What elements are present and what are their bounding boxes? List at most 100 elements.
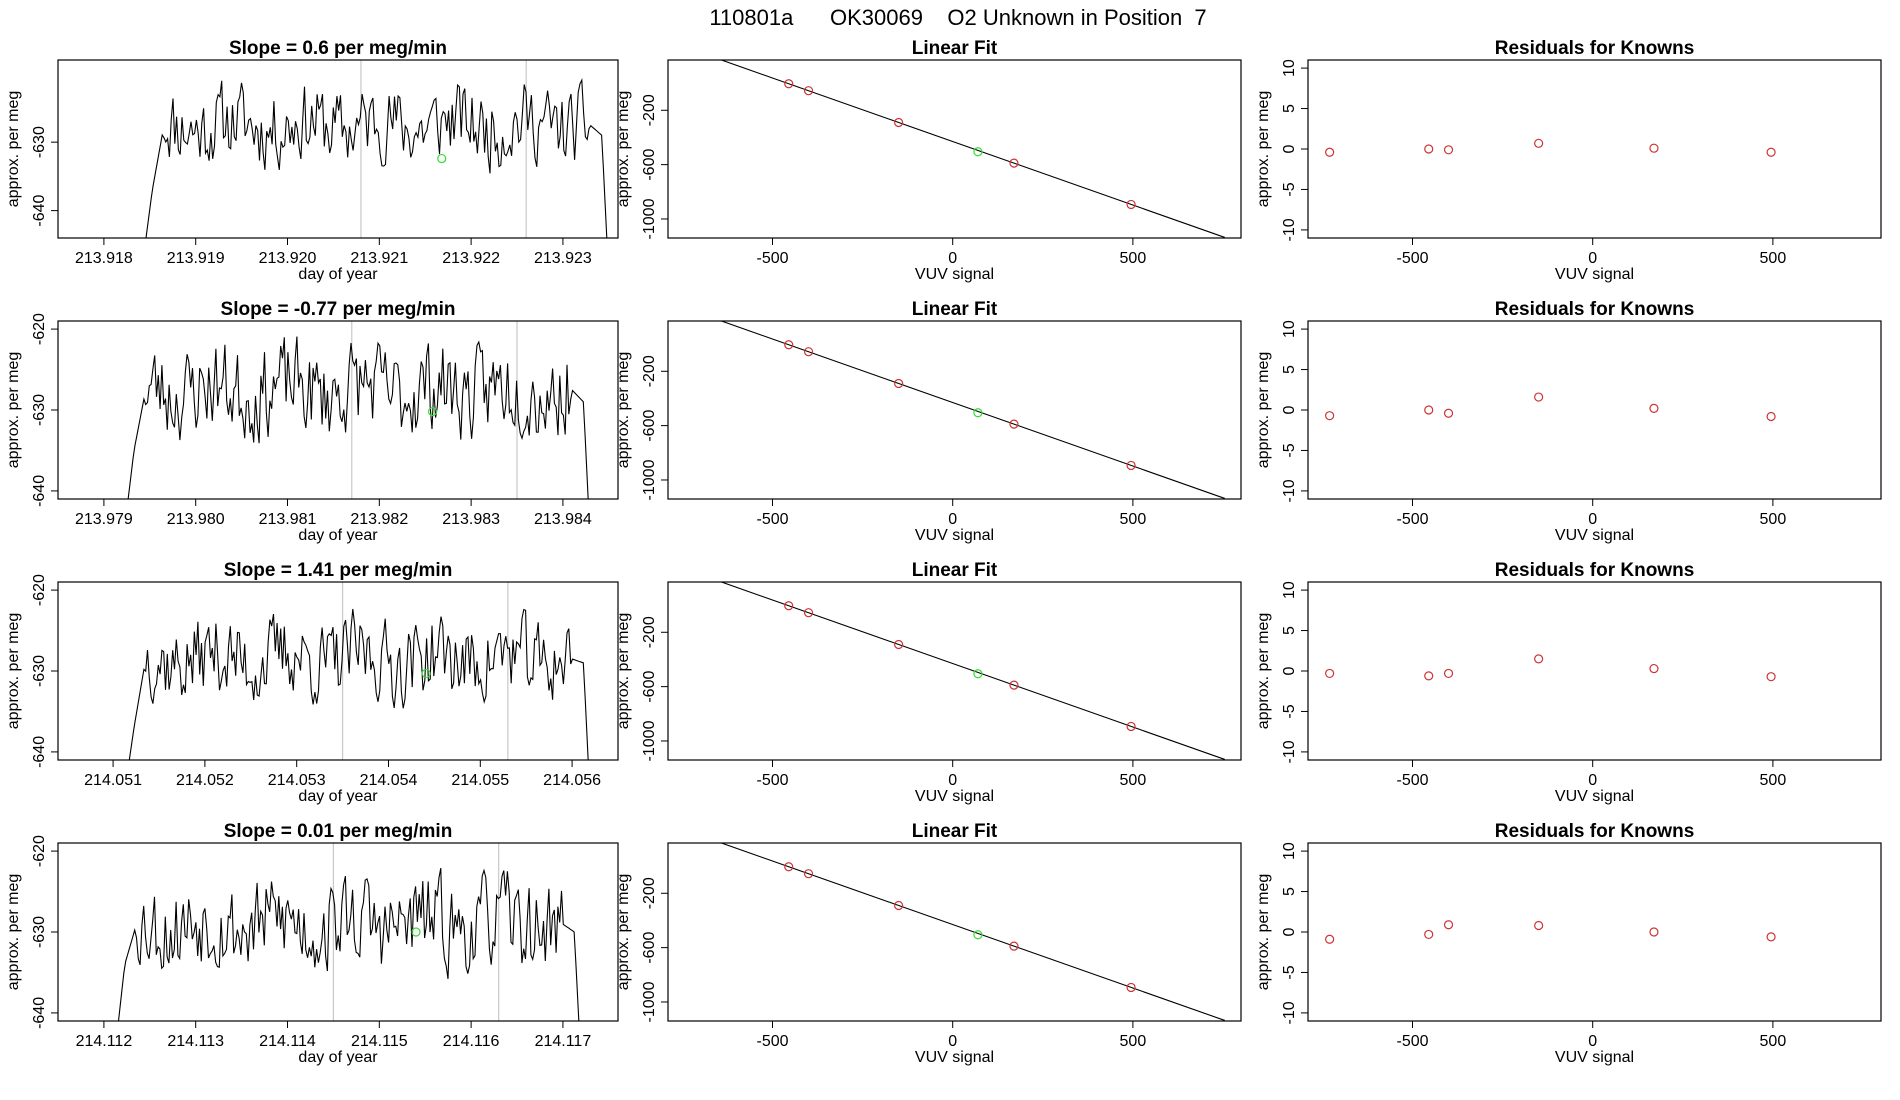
x-tick-label: -500 xyxy=(1396,1033,1428,1050)
x-tick-label: -500 xyxy=(756,1033,788,1050)
x-tick-label: 0 xyxy=(948,772,957,789)
y-tick-label: 5 xyxy=(1281,626,1298,635)
plot-area xyxy=(127,321,589,499)
panel-title: Slope = 0.01 per meg/min xyxy=(224,821,453,842)
plot-area xyxy=(117,843,580,1021)
plot-frame xyxy=(1307,59,1882,239)
series-trace-line xyxy=(117,867,580,1021)
x-tick-label: 213.922 xyxy=(442,250,500,267)
y-tick-label: -640 xyxy=(31,736,48,768)
x-tick-label: -500 xyxy=(756,250,788,267)
plot-area xyxy=(719,60,1225,238)
residual-point xyxy=(1424,671,1434,681)
x-tick-label: 214.052 xyxy=(176,772,234,789)
x-tick-label: 214.114 xyxy=(259,1033,316,1050)
known-point xyxy=(803,347,814,357)
y-tick-label: -620 xyxy=(31,313,48,345)
known-point xyxy=(894,639,904,650)
x-axis-label: day of year xyxy=(298,527,378,544)
plot-area xyxy=(1325,138,1776,157)
x-tick-label: 0 xyxy=(948,1033,957,1050)
y-tick-label: -200 xyxy=(641,616,658,648)
x-tick-label: 213.923 xyxy=(534,250,592,267)
plot-frame xyxy=(57,59,619,239)
x-tick-label: 214.113 xyxy=(167,1033,224,1050)
x-tick-label: 214.053 xyxy=(268,772,326,789)
panel-title: Residuals for Knowns xyxy=(1495,560,1695,581)
unknown-sample-point xyxy=(411,927,421,937)
x-tick-label: 500 xyxy=(1760,772,1787,789)
fit-line xyxy=(719,582,1225,760)
y-tick-label: -640 xyxy=(31,997,48,1029)
unknown-point xyxy=(973,408,983,418)
plot-frame xyxy=(1307,320,1882,500)
y-tick-label: -1000 xyxy=(641,981,658,1022)
residual-point xyxy=(1649,403,1659,413)
x-axis-label: day of year xyxy=(298,1049,378,1066)
panel-title: Slope = -0.77 per meg/min xyxy=(221,299,456,320)
y-tick-label: -5 xyxy=(1281,965,1298,979)
residual-point xyxy=(1424,144,1434,154)
x-tick-label: 0 xyxy=(948,511,957,528)
plot-frame xyxy=(57,842,619,1022)
y-tick-label: -5 xyxy=(1281,182,1298,196)
y-tick-label: -1000 xyxy=(641,459,658,500)
residual-point xyxy=(1424,929,1434,940)
residual-point xyxy=(1649,927,1659,937)
x-tick-label: 0 xyxy=(1588,511,1597,528)
panel-r1-c2: Residuals for Knowns -500 0 500 10 5 0 -5 -10 VUV… xyxy=(1255,299,1882,544)
x-axis-label: VUV signal xyxy=(915,266,994,283)
residual-point xyxy=(1325,934,1335,944)
y-tick-label: 10 xyxy=(1281,59,1298,77)
panel-r0-c0: Slope = 0.6 per meg/min 213.918 213.919 213… xyxy=(5,38,619,283)
plot-area xyxy=(145,60,608,238)
known-point xyxy=(1009,941,1019,951)
y-tick-label: -200 xyxy=(641,94,658,126)
residual-point xyxy=(1325,147,1335,157)
y-axis-label: approx. per meg xyxy=(1255,874,1272,991)
known-point xyxy=(784,862,794,872)
fit-line xyxy=(719,60,1225,238)
panel-title: Residuals for Knowns xyxy=(1495,821,1695,842)
x-tick-label: -500 xyxy=(1396,250,1428,267)
x-axis-label: VUV signal xyxy=(1555,266,1634,283)
known-point xyxy=(1009,158,1019,168)
y-axis-label: approx. per meg xyxy=(615,352,632,469)
series-trace-line xyxy=(127,336,589,499)
x-axis-label: VUV signal xyxy=(1555,1049,1634,1066)
plot-frame xyxy=(1307,842,1882,1022)
y-tick-label: -630 xyxy=(31,394,48,426)
y-tick-label: -600 xyxy=(641,410,658,442)
figure-suptitle: 110801a OK30069 O2 Unknown in Position 7 xyxy=(709,5,1206,30)
x-tick-label: 213.921 xyxy=(350,250,408,267)
x-tick-label: -500 xyxy=(756,511,788,528)
unknown-sample-point xyxy=(421,668,431,679)
x-axis-label: VUV signal xyxy=(915,527,994,544)
panel-title: Linear Fit xyxy=(912,560,998,581)
residual-point xyxy=(1534,654,1544,664)
residual-point xyxy=(1766,672,1776,682)
panel-title: Linear Fit xyxy=(912,299,998,320)
plot-area xyxy=(719,321,1225,499)
x-tick-label: 214.112 xyxy=(76,1033,133,1050)
panel-r0-c1: Linear Fit -500 0 500 -200 -600 -1000 VUV signa… xyxy=(615,38,1242,283)
y-tick-label: -640 xyxy=(31,195,48,227)
plot-area xyxy=(1325,392,1776,422)
x-tick-label: 500 xyxy=(1120,772,1147,789)
panel-r2-c1: Linear Fit -500 0 500 -200 -600 -1000 VUV signa… xyxy=(615,560,1242,805)
y-tick-label: -600 xyxy=(641,671,658,703)
known-point xyxy=(803,608,814,618)
unknown-point xyxy=(973,669,983,679)
x-tick-label: -500 xyxy=(1396,511,1428,528)
residual-point xyxy=(1534,920,1544,931)
residual-point xyxy=(1443,408,1454,418)
x-tick-label: -500 xyxy=(756,772,788,789)
x-tick-label: 500 xyxy=(1120,1033,1147,1050)
unknown-point xyxy=(973,930,983,940)
y-axis-label: approx. per meg xyxy=(5,91,22,208)
y-axis-label: approx. per meg xyxy=(615,613,632,730)
y-tick-label: 5 xyxy=(1281,365,1298,374)
y-axis-label: approx. per meg xyxy=(1255,613,1272,730)
